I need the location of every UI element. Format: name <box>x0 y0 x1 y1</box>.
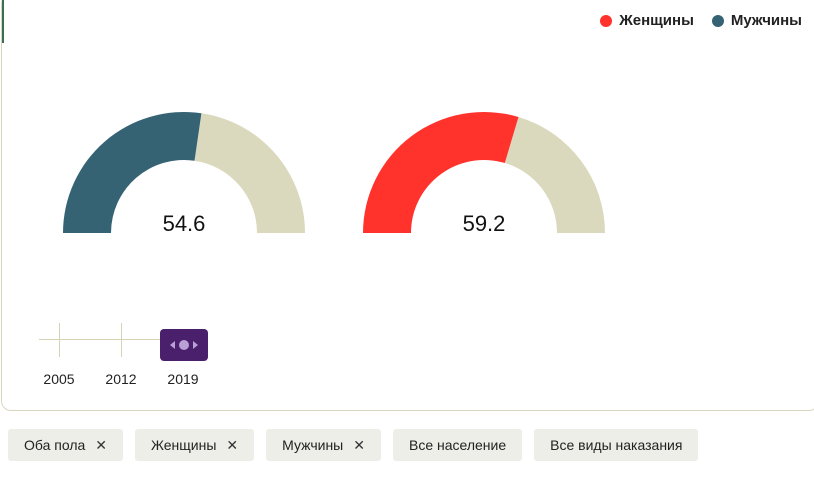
close-icon[interactable]: ✕ <box>226 437 239 453</box>
legend-dot-women <box>600 14 613 27</box>
timeline-handle[interactable] <box>160 329 208 361</box>
legend-item-women[interactable]: Женщины <box>600 12 694 29</box>
filter-chip-all-punishments[interactable]: Все виды наказания <box>534 429 699 461</box>
timeline-label-2012[interactable]: 2012 <box>105 371 137 387</box>
gauge-women-fill[interactable] <box>363 112 519 233</box>
card-accent-edge <box>2 0 4 43</box>
legend-item-men[interactable]: Мужчины <box>711 12 802 29</box>
gauge-men-track <box>194 113 305 233</box>
filter-chip-label: Женщины <box>151 437 217 453</box>
filter-chip-label: Все виды наказания <box>550 437 683 453</box>
gauge-women: 59.2 <box>363 112 605 236</box>
timeline-label-2019[interactable]: 2019 <box>167 371 199 387</box>
gauge-women-track <box>504 117 605 233</box>
legend-dot-men <box>711 14 724 27</box>
close-icon[interactable]: ✕ <box>95 437 108 453</box>
filter-chips: Оба пола ✕ Женщины ✕ Мужчины ✕ Все насел… <box>8 429 699 461</box>
filter-chip-label: Все население <box>408 437 507 453</box>
filter-chip-both-sexes[interactable]: Оба пола ✕ <box>8 429 124 461</box>
filter-chip-women[interactable]: Женщины ✕ <box>135 429 255 461</box>
legend: Женщины Мужчины <box>600 12 802 29</box>
close-icon[interactable]: ✕ <box>353 437 365 453</box>
gauge-women-value: 59.2 <box>463 211 506 236</box>
gauge-men: 54.6 <box>63 112 305 236</box>
timeline-label-2005[interactable]: 2005 <box>43 371 75 387</box>
filter-chip-men[interactable]: Мужчины ✕ <box>266 429 381 461</box>
handle-right-arrow-icon <box>193 341 198 349</box>
filter-chip-all-population[interactable]: Все население <box>392 429 523 461</box>
legend-label-men: Мужчины <box>730 12 802 29</box>
gauges-chart: 54.6 59.2 <box>63 112 605 236</box>
handle-left-arrow-icon <box>170 341 175 349</box>
gauge-men-fill[interactable] <box>63 112 202 233</box>
filter-chip-label: Оба пола <box>24 437 86 453</box>
gauge-men-value: 54.6 <box>163 211 206 236</box>
legend-label-women: Женщины <box>619 12 694 29</box>
handle-knob-icon <box>179 340 189 350</box>
filter-chip-label: Мужчины <box>282 437 344 453</box>
